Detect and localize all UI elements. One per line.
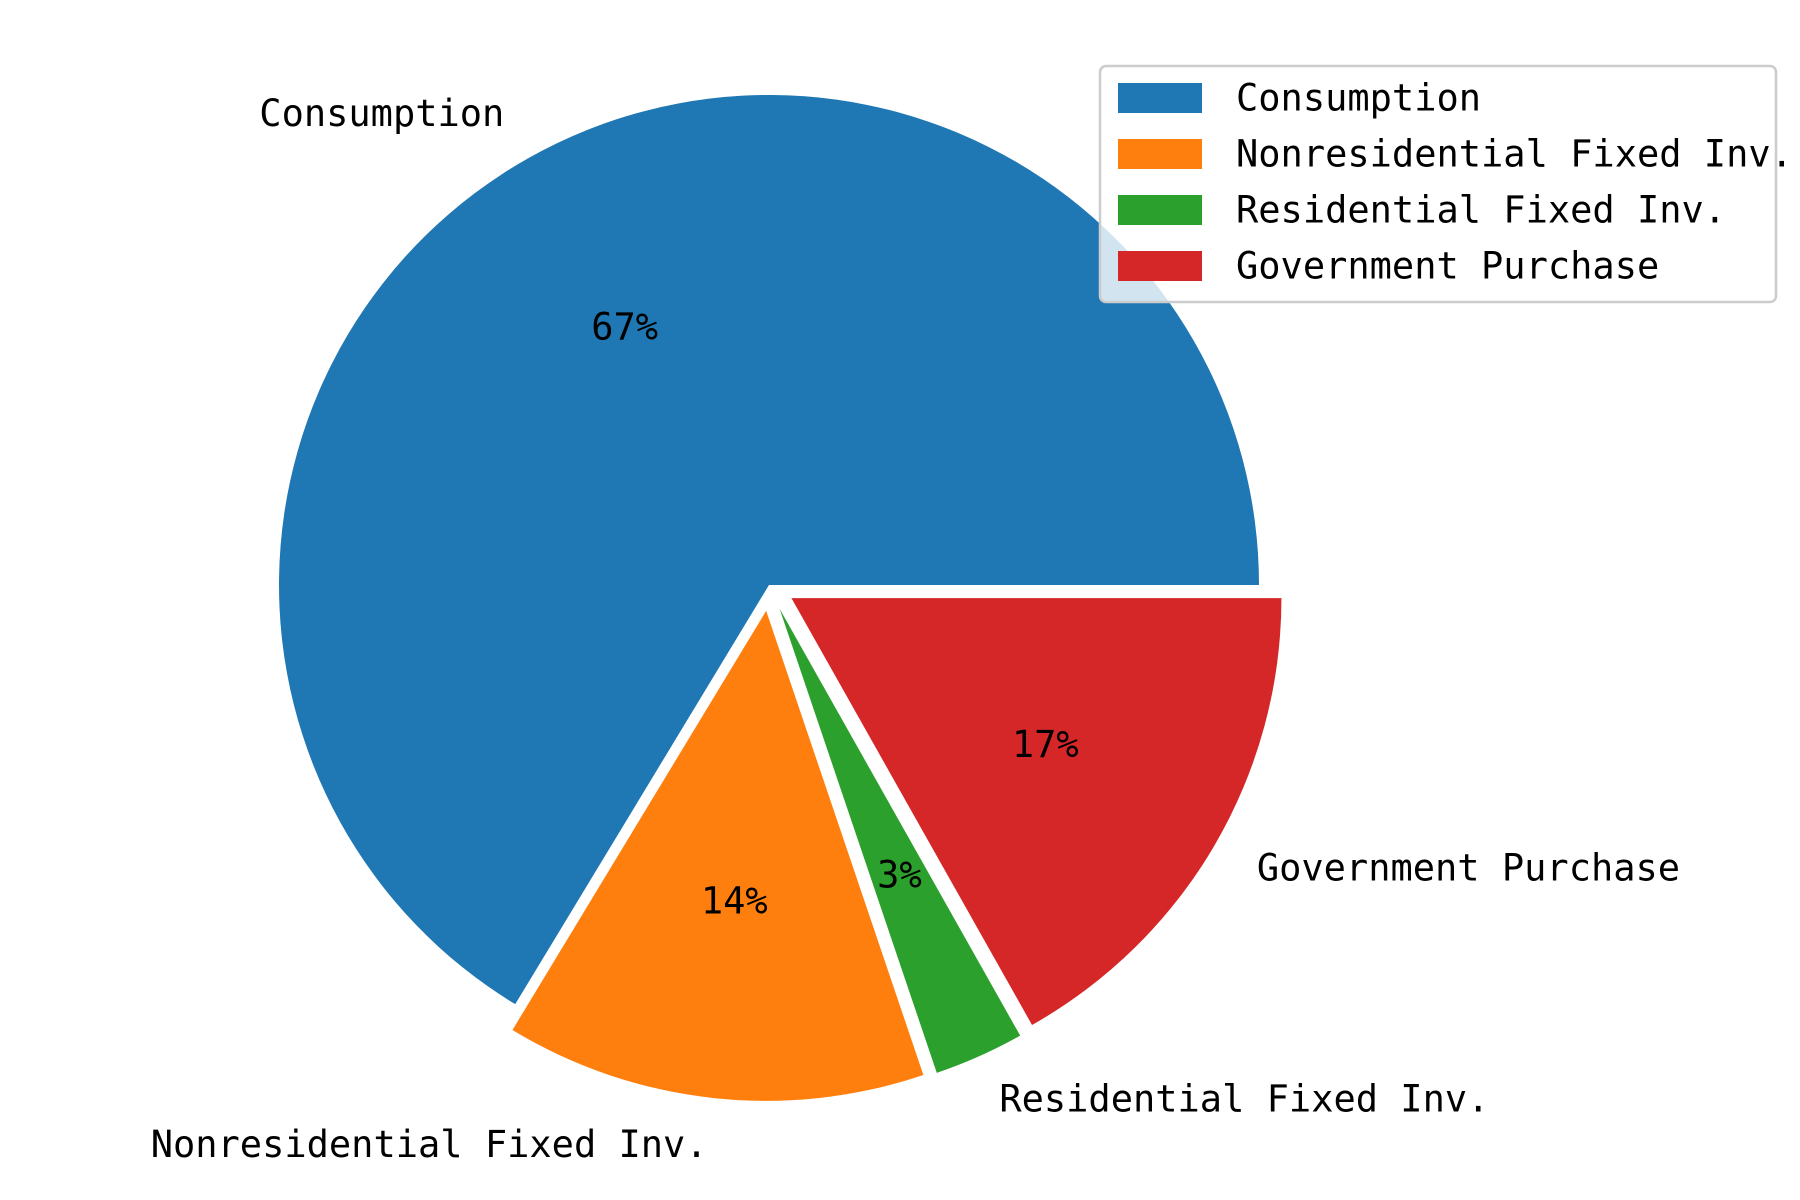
legend-swatch-nonresidential-fixed-inv bbox=[1118, 139, 1202, 169]
percent-label-government-purchase: 17% bbox=[1012, 723, 1079, 766]
pie-slice-government-purchase bbox=[791, 598, 1282, 1025]
pie-slice-residential-fixed-inv bbox=[779, 608, 1021, 1073]
percent-label-consumption: 67% bbox=[591, 305, 658, 348]
slice-labels: Consumption Nonresidential Fixed Inv. Resi… bbox=[151, 92, 1680, 1166]
legend: Consumption Nonresidential Fixed Inv. Resi… bbox=[1098, 64, 1793, 304]
percent-labels: 67% 14% 3% 17% bbox=[591, 305, 1078, 922]
legend-swatch-residential-fixed-inv bbox=[1118, 195, 1202, 225]
slice-label-residential-fixed-inv: Residential Fixed Inv. bbox=[999, 1077, 1489, 1120]
legend-label-government-purchase: Government Purchase bbox=[1236, 245, 1659, 288]
legend-label-nonresidential-fixed-inv: Nonresidential Fixed Inv. bbox=[1236, 133, 1793, 176]
legend-label-residential-fixed-inv: Residential Fixed Inv. bbox=[1236, 189, 1726, 232]
pie-slices bbox=[278, 94, 1282, 1101]
slice-label-consumption: Consumption bbox=[259, 92, 504, 135]
percent-label-residential-fixed-inv: 3% bbox=[877, 854, 922, 897]
percent-label-nonresidential-fixed-inv: 14% bbox=[701, 880, 768, 923]
pie-slice-consumption bbox=[278, 94, 1259, 1005]
legend-label-consumption: Consumption bbox=[1236, 77, 1481, 120]
legend-swatch-government-purchase bbox=[1118, 251, 1202, 281]
legend-swatch-consumption bbox=[1118, 83, 1202, 113]
slice-label-government-purchase: Government Purchase bbox=[1257, 847, 1680, 890]
legend-frame bbox=[1098, 64, 1778, 304]
pie-slice-nonresidential-fixed-inv bbox=[512, 610, 924, 1101]
legend-items: Consumption Nonresidential Fixed Inv. Resi… bbox=[1118, 77, 1793, 288]
slice-label-nonresidential-fixed-inv: Nonresidential Fixed Inv. bbox=[151, 1123, 708, 1166]
